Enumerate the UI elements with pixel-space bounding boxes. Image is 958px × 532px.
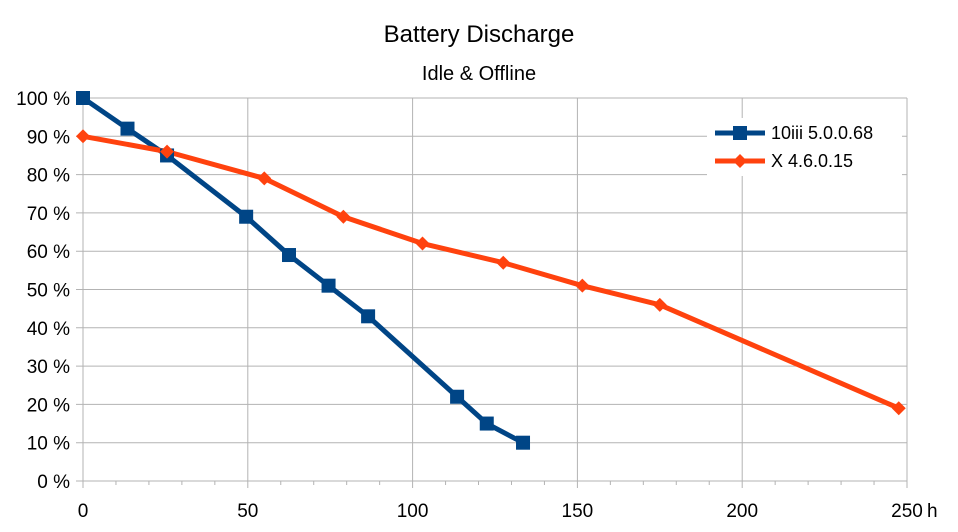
y-tick-label: 80 % xyxy=(27,166,70,187)
x-tick-label: 0 xyxy=(78,501,89,522)
x-tick-label: 50 xyxy=(237,501,258,522)
y-tick-label: 90 % xyxy=(27,127,70,148)
series-line-2 xyxy=(82,133,900,411)
y-tick-label: 10 % xyxy=(27,434,70,455)
series-2-point xyxy=(652,297,667,312)
series xyxy=(76,91,906,450)
chart-subtitle: Idle & Offline xyxy=(422,63,536,85)
y-tick-label: 70 % xyxy=(27,204,70,225)
x-tick-label: 250 xyxy=(891,501,923,522)
y-tick-label: 30 % xyxy=(27,357,70,378)
x-tick-label: 200 xyxy=(726,501,758,522)
chart-title: Battery Discharge xyxy=(384,21,575,48)
series-1-point xyxy=(120,121,135,136)
series-2-point xyxy=(496,255,511,270)
series-1-point xyxy=(450,389,465,404)
y-tick-label: 100 % xyxy=(16,89,70,110)
legend-marker-1 xyxy=(733,126,747,140)
legend-marker-2 xyxy=(733,154,747,168)
legend-label-2: X 4.6.0.15 xyxy=(771,151,853,171)
y-tick-label: 0 % xyxy=(37,472,70,493)
series-2-point xyxy=(336,209,351,224)
y-tick-label: 20 % xyxy=(27,395,70,416)
legend: 10iii 5.0.0.68 X 4.6.0.15 xyxy=(707,118,902,176)
series-1-point xyxy=(239,209,254,224)
series-line-1 xyxy=(81,95,525,445)
series-1-point xyxy=(282,248,296,263)
axes xyxy=(82,98,907,485)
x-axis-label: h xyxy=(927,501,938,522)
series-2-point xyxy=(415,236,430,251)
series-1-point xyxy=(76,91,90,105)
x-tick-label: 150 xyxy=(562,501,594,522)
series-1-point xyxy=(516,435,531,450)
series-2-point xyxy=(891,401,906,416)
y-tick-label: 40 % xyxy=(27,319,70,340)
series-1-point xyxy=(321,278,336,293)
series-1-point xyxy=(361,309,376,324)
series-2-point xyxy=(257,171,272,186)
series-2-point xyxy=(160,144,175,159)
y-tick-label: 60 % xyxy=(27,242,70,263)
series-1-point xyxy=(479,416,494,431)
x-tick-label: 100 xyxy=(397,501,429,522)
tick-labels: 0 % 10 % 20 % 30 % 40 % 50 % 60 % 70 % 80 % 90 % 1… xyxy=(16,89,923,522)
series-2-point xyxy=(575,278,590,293)
series-2-point xyxy=(76,129,90,144)
y-tick-label: 50 % xyxy=(27,281,70,302)
legend-label-1: 10iii 5.0.0.68 xyxy=(771,123,873,143)
